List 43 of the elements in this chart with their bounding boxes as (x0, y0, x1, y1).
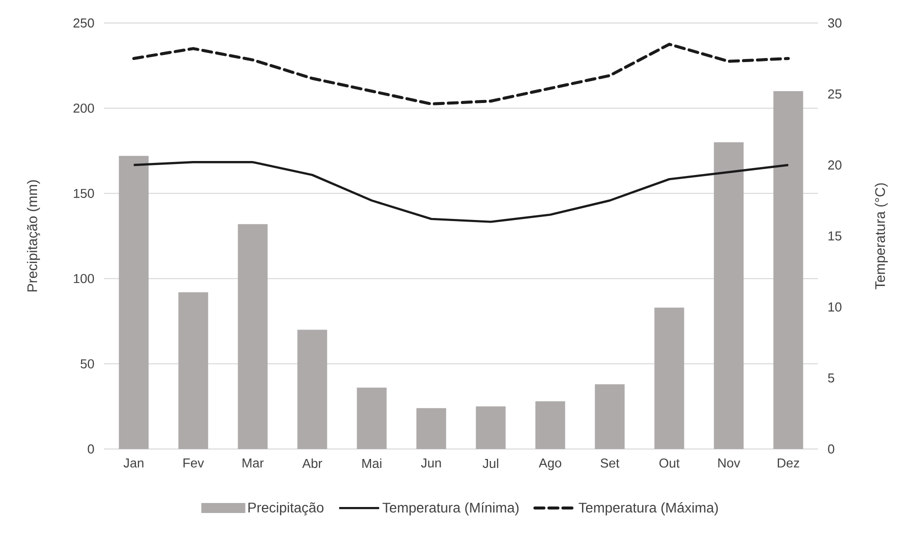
bar (297, 330, 328, 449)
y2-tick-label: 5 (828, 373, 834, 383)
x-tick-label: Mai (362, 458, 382, 468)
y-tick-label: 100 (74, 274, 94, 284)
x-tick-label: Jan (124, 458, 144, 468)
x-tick-label: Set (600, 458, 620, 468)
x-tick-label: Dez (778, 458, 800, 468)
bar (594, 384, 625, 449)
x-tick-label: Abr (302, 458, 322, 468)
x-tick-label: Ago (538, 458, 562, 470)
y-tick-label: 250 (74, 18, 94, 28)
bar (654, 308, 684, 449)
bar (118, 156, 149, 449)
bar (714, 142, 744, 449)
y-tick-label: 150 (74, 188, 94, 198)
y2-tick-label: 0 (828, 444, 834, 454)
legend-label: Precipitação (248, 502, 324, 516)
x-tick-label: Nov (718, 458, 740, 468)
y2-tick-label: 30 (828, 18, 842, 28)
y-tick-label: 0 (88, 444, 94, 454)
x-tick-label: Mar (242, 458, 264, 468)
bar (416, 408, 446, 449)
y-tick-label: 50 (80, 359, 94, 368)
y-axis-title: Precipitação (mm) (26, 180, 40, 292)
line-series (132, 161, 790, 223)
y2-tick-label: 15 (828, 231, 842, 241)
bar (476, 406, 506, 449)
x-tick-label: Fev (184, 458, 204, 468)
legend-label: Temperatura (Mínima) (382, 502, 519, 516)
y-tick-label: 200 (74, 104, 94, 113)
x-tick-label: Jul (482, 458, 498, 468)
x-tick-label: Jun (421, 458, 441, 468)
bar (535, 401, 566, 449)
bar (178, 292, 208, 449)
y2-tick-label: 10 (828, 302, 842, 312)
bar (238, 224, 268, 449)
x-tick-label: Out (659, 458, 680, 468)
y2-axis-title: Temperatura (°C) (874, 183, 888, 290)
bar (356, 388, 387, 449)
y2-tick-label: 25 (828, 89, 842, 99)
bar (773, 91, 804, 449)
y2-tick-label: 20 (828, 160, 842, 170)
legend-label: Temperatura (Máxima) (578, 502, 718, 516)
